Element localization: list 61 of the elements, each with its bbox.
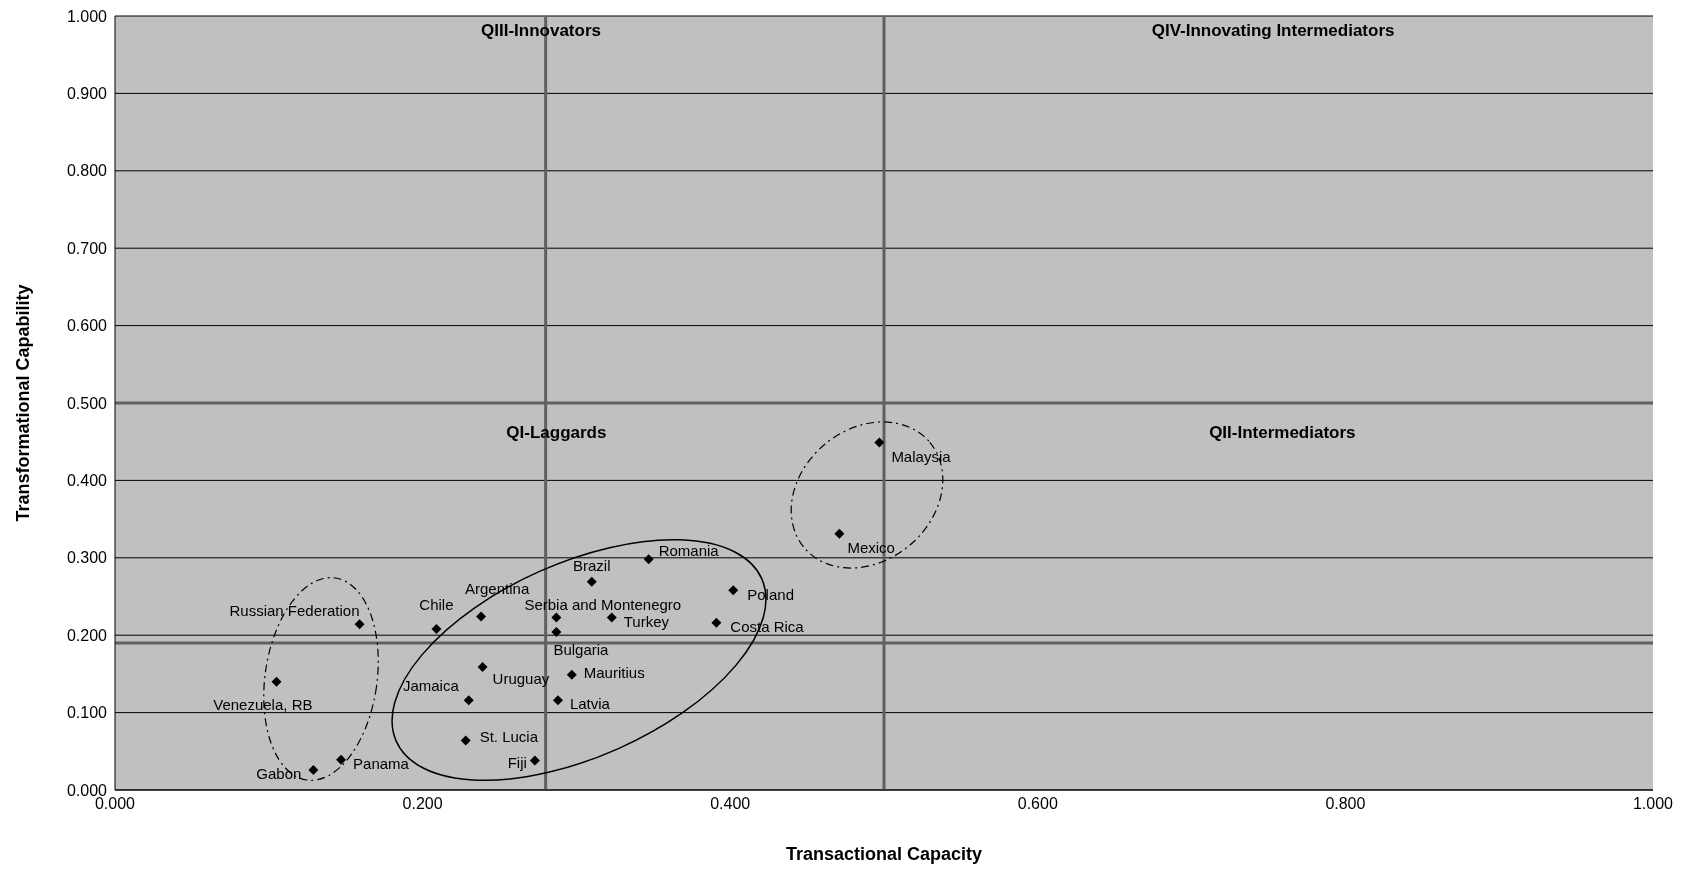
point [552,695,563,706]
x-tick-label: 0.600 [1017,795,1058,813]
y-tick-label: 0.400 [66,472,108,490]
series-label: Jamaica [402,677,460,695]
y-tick-label: 0.100 [66,704,108,722]
series-label: Romania [658,541,720,559]
x-axis-title: Transactional Capacity [785,844,983,864]
point [566,669,577,680]
series-label: Panama [353,755,410,773]
y-tick-label: 0.700 [66,239,108,257]
series-label: Venezuela, RB [213,695,313,713]
series-label: Mauritius [583,663,645,681]
x-tick-label: 0.800 [1325,795,1366,813]
y-tick-label: 1.000 [66,7,108,25]
point [460,735,471,746]
point [476,611,487,622]
x-tick-label: 0.400 [710,795,751,813]
point [643,554,654,565]
point [586,576,597,587]
annotation: QI-Laggards [506,423,607,443]
series-label: Bulgaria [553,641,610,659]
point [874,437,885,448]
point [354,619,365,630]
y-tick-label: 0.500 [66,394,108,412]
point [463,695,474,706]
series-label: Turkey [623,612,670,630]
point [551,627,562,638]
y-tick-label: 0.800 [66,162,108,180]
point [551,612,562,623]
x-tick-label: 0.000 [94,795,136,813]
point [606,612,617,623]
point [477,661,488,672]
point [834,528,845,539]
annotation: QII-Intermediators [1209,423,1356,443]
series-label: Brazil [573,557,611,575]
x-tick-label: 0.200 [402,795,443,813]
series-label: Gabon [256,765,302,783]
y-tick-label: 0.200 [66,626,108,644]
series-label: St. Lucia [479,727,539,745]
x-tick-label: 1.000 [1632,795,1674,813]
y-tick-label: 0.900 [66,85,108,103]
series-label: Russian Federation [229,601,360,619]
point [336,754,347,765]
annotation: QIV-Innovating Intermediators [1151,20,1395,40]
series-label: Chile [419,596,454,614]
y-tick-label: 0.300 [66,549,108,567]
point [308,764,319,775]
series-label: Fiji [507,753,527,771]
point [431,624,442,635]
y-tick-label: 0.600 [66,317,108,335]
series-label: Serbia and Montenegro [524,595,682,613]
series-label: Uruguay [492,670,550,688]
point [728,585,739,596]
annotation: QIII-Innovators [481,20,602,40]
series-label: Mexico [847,539,895,557]
point [271,676,282,687]
series-label: Latvia [569,695,611,713]
point [529,755,540,766]
y-axis-title: Transformational Capability [13,284,34,522]
point [711,617,722,628]
series-label: Malaysia [891,447,952,465]
